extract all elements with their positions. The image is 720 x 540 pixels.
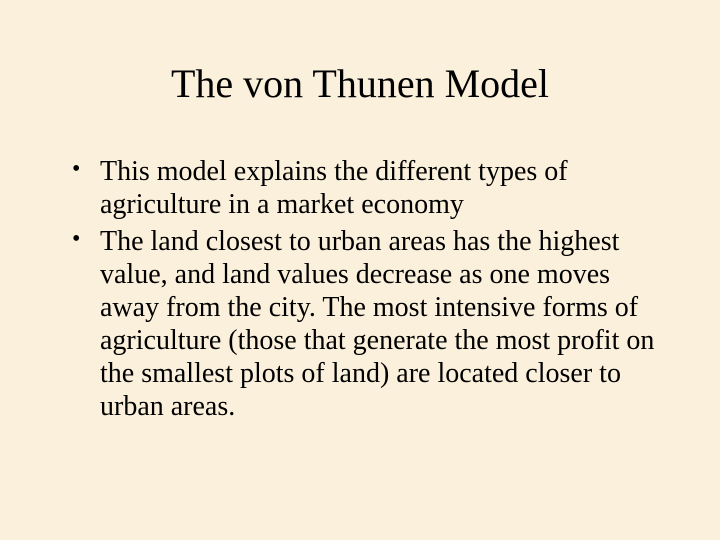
list-item: The land closest to urban areas has the … (72, 225, 660, 423)
slide-title: The von Thunen Model (60, 60, 660, 107)
slide: The von Thunen Model This model explains… (0, 0, 720, 540)
bullet-list: This model explains the different types … (60, 155, 660, 423)
list-item: This model explains the different types … (72, 155, 660, 221)
